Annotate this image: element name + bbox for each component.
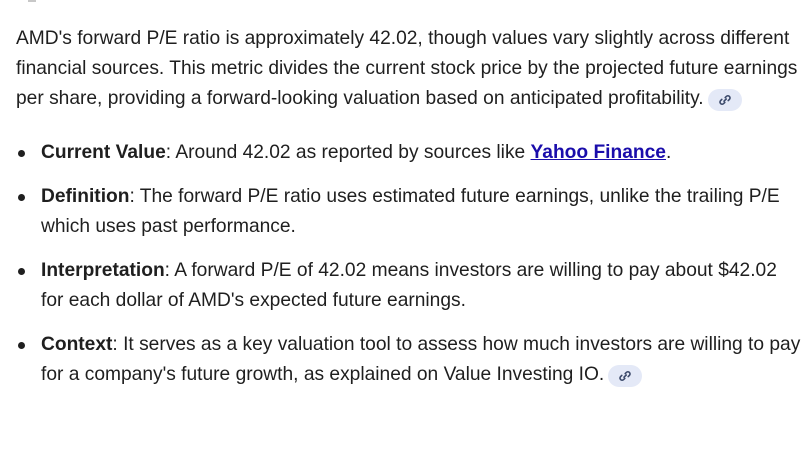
list-item-current-value: Current Value: Around 42.02 as reported … — [16, 138, 802, 168]
definition-text: : The forward P/E ratio uses estimated f… — [41, 186, 780, 237]
source-link-chip[interactable] — [707, 89, 742, 111]
interpretation-text: : A forward P/E of 42.02 means investors… — [41, 260, 777, 311]
link-icon — [619, 371, 632, 381]
list-item-definition: Definition: The forward P/E ratio uses e… — [16, 182, 802, 242]
intro-paragraph: AMD's forward P/E ratio is approximately… — [16, 24, 802, 114]
source-link-chip[interactable] — [608, 365, 643, 387]
term-interpretation: Interpretation — [41, 260, 165, 281]
intro-text: AMD's forward P/E ratio is approximately… — [16, 28, 798, 109]
list-item-interpretation: Interpretation: A forward P/E of 42.02 m… — [16, 256, 802, 316]
top-scroll-remnant — [28, 0, 36, 2]
list-item-context: Context: It serves as a key valuation to… — [16, 330, 802, 390]
link-icon — [718, 95, 731, 105]
term-definition: Definition — [41, 186, 130, 207]
bullet-dot — [18, 268, 25, 275]
bullet-dot — [18, 342, 25, 349]
yahoo-finance-link[interactable]: Yahoo Finance — [530, 142, 666, 163]
bullet-dot — [18, 150, 25, 157]
answer-content: AMD's forward P/E ratio is approximately… — [16, 24, 802, 390]
top-edge — [0, 0, 806, 4]
bullet-dot — [18, 194, 25, 201]
context-text: : It serves as a key valuation tool to a… — [41, 334, 801, 385]
current-value-text: : Around 42.02 as reported by sources li… — [165, 142, 531, 163]
key-points-list: Current Value: Around 42.02 as reported … — [16, 138, 802, 390]
term-current-value: Current Value — [41, 142, 166, 163]
current-value-text-end: . — [665, 142, 672, 163]
term-context: Context — [41, 334, 113, 355]
